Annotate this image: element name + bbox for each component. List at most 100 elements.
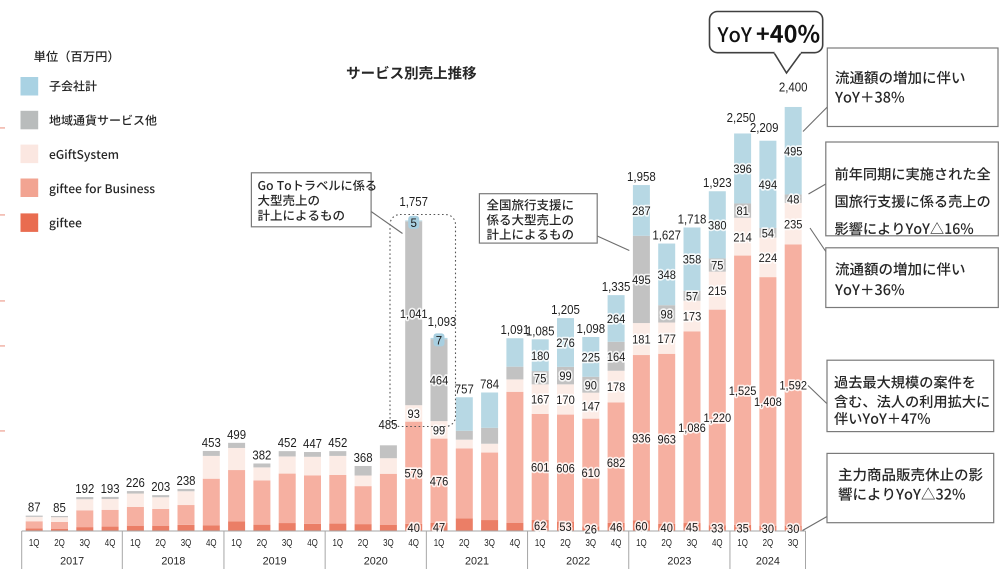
svg-text:53: 53 <box>559 520 571 534</box>
svg-text:2Q: 2Q <box>54 537 65 549</box>
svg-text:1Q: 1Q <box>130 537 141 549</box>
svg-text:1,718: 1,718 <box>678 212 707 227</box>
svg-text:2023: 2023 <box>667 555 691 567</box>
svg-text:1Q: 1Q <box>636 537 647 549</box>
svg-text:3Q: 3Q <box>687 537 698 549</box>
svg-text:238: 238 <box>177 473 196 488</box>
svg-text:2017: 2017 <box>60 555 84 567</box>
svg-text:40: 40 <box>408 521 420 535</box>
svg-text:757: 757 <box>455 381 474 396</box>
svg-text:2Q: 2Q <box>358 537 369 549</box>
svg-text:1Q: 1Q <box>231 537 242 549</box>
svg-text:203: 203 <box>151 479 170 494</box>
svg-text:606: 606 <box>556 462 575 476</box>
svg-text:1,205: 1,205 <box>551 302 580 317</box>
svg-text:1Q: 1Q <box>29 537 40 549</box>
svg-text:368: 368 <box>354 450 373 465</box>
svg-text:35: 35 <box>736 522 748 536</box>
svg-text:2,250: 2,250 <box>727 110 756 125</box>
svg-text:601: 601 <box>531 461 550 475</box>
svg-text:682: 682 <box>607 456 626 470</box>
svg-text:75: 75 <box>534 371 546 385</box>
svg-text:98: 98 <box>661 307 673 321</box>
svg-text:30: 30 <box>762 522 774 536</box>
svg-text:181: 181 <box>632 333 651 347</box>
svg-text:147: 147 <box>582 399 601 413</box>
svg-text:1,958: 1,958 <box>627 169 656 184</box>
svg-text:99: 99 <box>559 369 571 383</box>
svg-text:382: 382 <box>252 448 271 463</box>
svg-text:45: 45 <box>686 521 698 535</box>
svg-text:235: 235 <box>784 217 803 231</box>
svg-text:60: 60 <box>635 519 647 533</box>
svg-text:1Q: 1Q <box>333 537 344 549</box>
svg-text:2,209: 2,209 <box>750 120 779 135</box>
svg-text:963: 963 <box>657 432 676 446</box>
svg-text:499: 499 <box>227 427 246 442</box>
svg-text:3Q: 3Q <box>484 537 495 549</box>
svg-text:57: 57 <box>686 289 698 303</box>
svg-text:192: 192 <box>75 481 94 496</box>
svg-text:579: 579 <box>404 466 423 480</box>
svg-text:2Q: 2Q <box>155 537 166 549</box>
svg-text:485: 485 <box>379 417 398 432</box>
svg-text:494: 494 <box>759 178 778 192</box>
svg-text:4Q: 4Q <box>307 537 318 549</box>
svg-text:4Q: 4Q <box>510 537 521 549</box>
svg-text:75: 75 <box>711 259 723 273</box>
svg-text:167: 167 <box>531 393 550 407</box>
svg-text:4Q: 4Q <box>105 537 116 549</box>
svg-text:30: 30 <box>787 522 799 536</box>
svg-text:81: 81 <box>736 204 748 218</box>
svg-text:170: 170 <box>556 393 575 407</box>
svg-text:62: 62 <box>534 519 546 533</box>
svg-text:4Q: 4Q <box>206 537 217 549</box>
svg-text:453: 453 <box>202 435 221 450</box>
svg-text:4Q: 4Q <box>712 537 723 549</box>
svg-text:173: 173 <box>683 310 702 324</box>
svg-text:1,091: 1,091 <box>501 322 530 337</box>
svg-text:85: 85 <box>53 500 66 515</box>
svg-text:4Q: 4Q <box>611 537 622 549</box>
svg-text:47: 47 <box>433 520 445 534</box>
svg-text:1,041: 1,041 <box>400 307 428 321</box>
svg-text:1Q: 1Q <box>737 537 748 549</box>
svg-text:4Q: 4Q <box>408 537 419 549</box>
svg-text:2,400: 2,400 <box>779 80 808 95</box>
svg-text:3Q: 3Q <box>586 537 597 549</box>
svg-text:1,757: 1,757 <box>399 194 428 209</box>
svg-text:3Q: 3Q <box>788 537 799 549</box>
svg-text:264: 264 <box>607 312 626 326</box>
svg-text:46: 46 <box>610 521 622 535</box>
svg-text:224: 224 <box>759 251 778 265</box>
svg-text:2024: 2024 <box>756 555 780 567</box>
svg-text:2Q: 2Q <box>257 537 268 549</box>
svg-text:177: 177 <box>657 332 676 346</box>
svg-text:2021: 2021 <box>465 555 489 567</box>
svg-text:610: 610 <box>582 466 601 480</box>
svg-text:1Q: 1Q <box>535 537 546 549</box>
svg-text:26: 26 <box>585 522 597 536</box>
svg-text:396: 396 <box>733 162 752 176</box>
svg-text:2Q: 2Q <box>763 537 774 549</box>
svg-text:93: 93 <box>408 407 420 421</box>
svg-text:2Q: 2Q <box>560 537 571 549</box>
svg-text:2019: 2019 <box>263 555 287 567</box>
svg-text:2Q: 2Q <box>661 537 672 549</box>
svg-text:3Q: 3Q <box>282 537 293 549</box>
svg-text:1Q: 1Q <box>434 537 445 549</box>
svg-text:348: 348 <box>657 268 676 282</box>
svg-text:48: 48 <box>787 192 799 206</box>
svg-text:936: 936 <box>632 431 651 445</box>
svg-text:1,627: 1,627 <box>652 228 681 243</box>
svg-text:2022: 2022 <box>566 555 590 567</box>
svg-text:1,592: 1,592 <box>779 379 807 393</box>
svg-text:1,093: 1,093 <box>428 314 457 329</box>
svg-text:2018: 2018 <box>161 555 185 567</box>
svg-text:164: 164 <box>607 350 626 364</box>
svg-text:99: 99 <box>433 423 445 437</box>
svg-text:447: 447 <box>303 436 322 451</box>
svg-text:784: 784 <box>480 377 499 392</box>
svg-text:464: 464 <box>430 374 449 388</box>
svg-text:87: 87 <box>28 500 41 515</box>
